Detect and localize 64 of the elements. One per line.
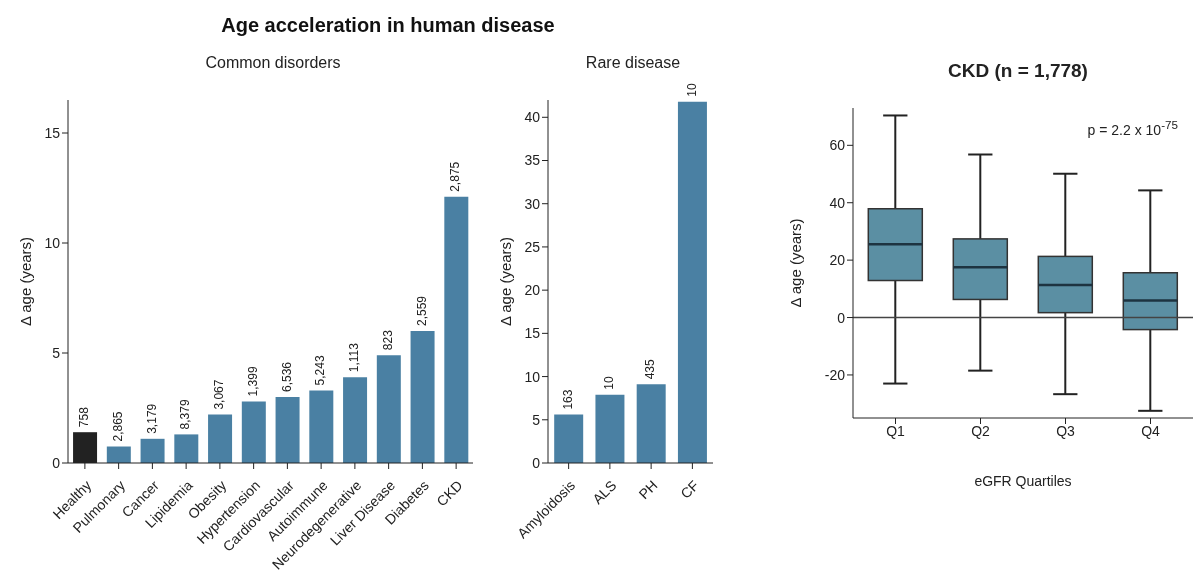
y-tick-label: 0: [532, 454, 541, 471]
y-tick-label: 5: [52, 344, 61, 361]
bar: [444, 196, 469, 463]
bar: [241, 401, 266, 463]
annotation: 6,536: [279, 361, 294, 392]
y-tick-label: 40: [524, 109, 541, 126]
annotation: 10: [602, 376, 617, 390]
x-axis-title: eGFR Quartiles: [973, 473, 1073, 489]
y-tick-label: 10: [44, 234, 61, 251]
y-tick-label: 15: [524, 325, 541, 342]
chart-title: CKD (n = 1,778): [947, 60, 1089, 82]
annotation: 2,875: [448, 161, 463, 192]
annotation: 10: [684, 83, 699, 97]
y-tick-label: 20: [829, 252, 846, 269]
annotation: 3,179: [144, 403, 159, 434]
annotation: 1,399: [245, 366, 260, 397]
bar: [677, 101, 707, 463]
annotation: 163: [560, 389, 575, 410]
bar: [140, 438, 165, 463]
y-tick-label: 20: [524, 282, 541, 299]
bar: [343, 377, 368, 463]
annotation: 1,113: [347, 342, 362, 373]
y-axis-title: Δ age (years): [786, 218, 804, 308]
annotation: 823: [380, 329, 395, 351]
bar: [106, 446, 131, 463]
y-axis-title: Δ age (years): [16, 236, 34, 327]
x-tick-label: CF: [677, 477, 702, 502]
bar: [554, 414, 584, 463]
y-axis-title: Δ age (years): [496, 236, 514, 327]
bar: [208, 414, 233, 463]
y-tick-label: -20: [824, 366, 846, 383]
x-tick-label: Q1: [886, 422, 906, 439]
bar: [595, 394, 625, 463]
chart-title: Age acceleration in human disease: [220, 14, 556, 37]
y-tick-label: 35: [524, 152, 541, 169]
bar: [275, 397, 300, 463]
annotation: 8,379: [178, 399, 193, 430]
bar: [636, 384, 666, 463]
y-tick-label: 0: [52, 454, 61, 471]
annotation: 435: [643, 359, 658, 380]
x-tick-label: PH: [635, 477, 661, 503]
annotation: 3,067: [212, 379, 227, 410]
bar: [376, 355, 401, 463]
x-tick-label: Q2: [971, 422, 991, 439]
annotation: 2,559: [414, 295, 429, 326]
bar: [410, 331, 435, 463]
x-tick-label: Q4: [1141, 422, 1161, 439]
y-tick-label: 25: [524, 238, 541, 255]
y-tick-label: 60: [829, 137, 846, 154]
chart-subtitle: Rare disease: [584, 54, 682, 72]
y-tick-label: 0: [837, 309, 846, 326]
y-tick-label: 15: [44, 124, 61, 141]
y-tick-label: 30: [524, 195, 541, 212]
y-tick-label: 5: [532, 411, 541, 428]
bar: [174, 434, 199, 463]
annotation: 2,865: [110, 411, 125, 442]
y-tick-label: 10: [524, 368, 541, 385]
chart-subtitle: Common disorders: [204, 54, 342, 72]
y-tick-label: 40: [829, 194, 846, 211]
annotation: p = 2.2 x 10$^{-75}$: [1087, 118, 1178, 138]
annotation: 758: [77, 406, 92, 428]
annotation: 5,243: [313, 355, 328, 386]
x-tick-label: Q3: [1056, 422, 1076, 439]
bar: [309, 390, 334, 463]
